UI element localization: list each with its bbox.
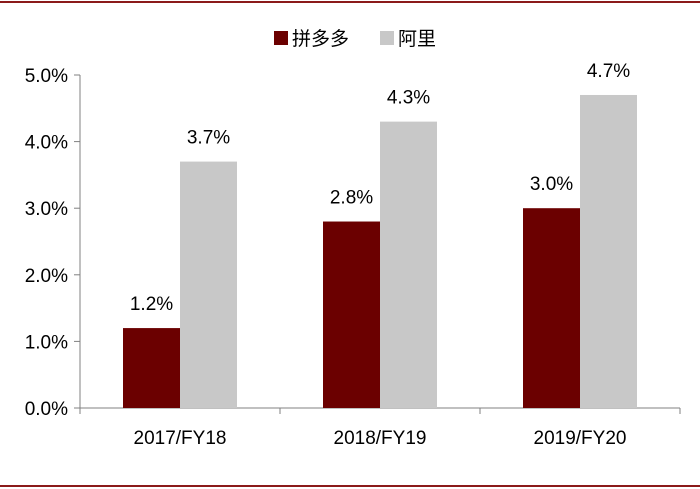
x-ticks xyxy=(79,408,681,414)
legend-swatch-ali xyxy=(380,31,394,45)
data-label: 1.2% xyxy=(130,294,173,315)
legend: 拼多多 阿里 xyxy=(274,28,436,50)
data-label: 4.7% xyxy=(587,61,630,82)
y-ticks: 0.0% 1.0% 2.0% 3.0% 4.0% 5.0% xyxy=(25,66,80,420)
category-label: 2017/FY18 xyxy=(134,428,227,449)
bar xyxy=(523,208,580,408)
y-tick-label: 2.0% xyxy=(25,266,68,287)
y-tick-label: 3.0% xyxy=(25,199,68,220)
bar xyxy=(123,328,180,408)
bar xyxy=(323,221,380,408)
legend-label-pdd: 拼多多 xyxy=(292,28,349,50)
data-labels: 1.2% 3.7% 2.8% 4.3% 3.0% 4.7% xyxy=(130,61,630,315)
bar xyxy=(580,94,637,408)
category-label: 2018/FY19 xyxy=(334,428,427,449)
data-label: 3.7% xyxy=(187,128,230,149)
y-tick-label: 5.0% xyxy=(25,66,68,87)
category-labels: 2017/FY18 2018/FY19 2019/FY20 xyxy=(134,428,627,449)
bar xyxy=(180,161,237,408)
data-label: 3.0% xyxy=(530,174,573,195)
legend-label-ali: 阿里 xyxy=(398,28,436,50)
bars xyxy=(123,94,637,409)
y-tick-label: 4.0% xyxy=(25,133,68,154)
bar xyxy=(380,121,437,409)
data-label: 2.8% xyxy=(330,188,373,209)
y-tick-label: 1.0% xyxy=(25,332,68,353)
data-label: 4.3% xyxy=(387,88,430,109)
y-tick-label: 0.0% xyxy=(25,399,68,420)
legend-swatch-pdd xyxy=(274,31,288,45)
category-label: 2019/FY20 xyxy=(534,428,627,449)
